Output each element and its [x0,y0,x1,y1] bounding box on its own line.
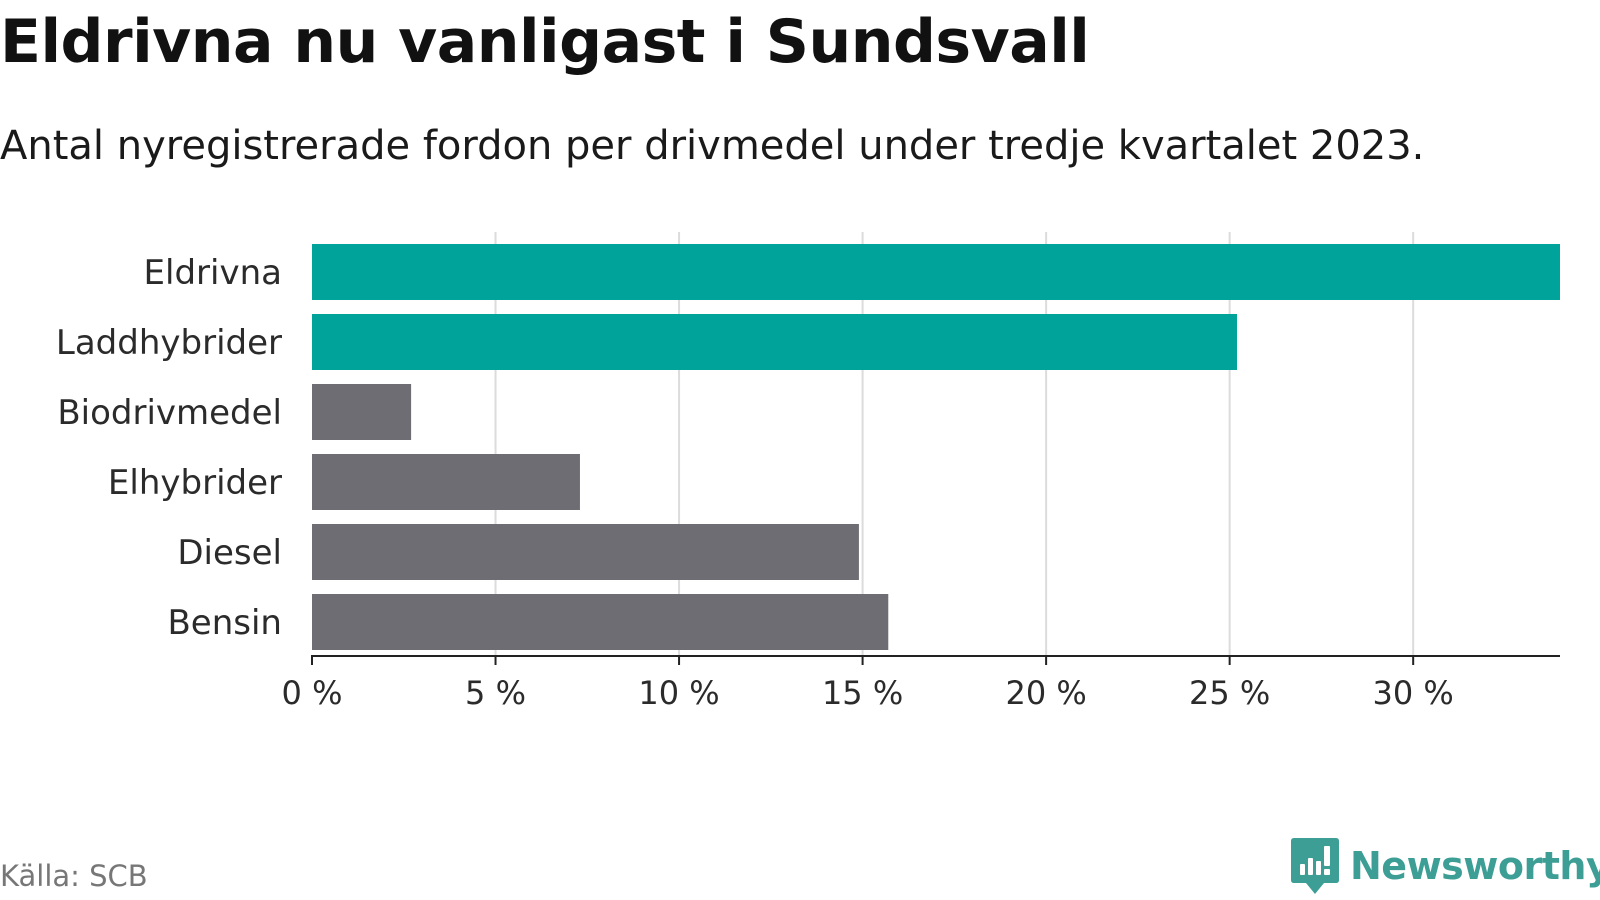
category-label: Diesel [177,533,282,573]
x-axis: 0 % 5 % 10 % 15 % 20 % 25 % 30 % [282,655,1560,712]
category-label: Eldrivna [144,253,282,293]
x-tick-label: 25 % [1189,674,1270,712]
source-note: Källa: SCB [0,859,148,893]
newsworthy-logo: Newsworthy [1290,836,1600,896]
bar-bensin [312,594,889,650]
x-tick-label: 10 % [638,674,719,712]
bars [312,244,1560,650]
x-tick-label: 5 % [465,674,526,712]
bar-laddhybrider [312,314,1237,370]
gridlines [494,232,1415,656]
category-label: Bensin [167,603,282,643]
bar-diesel [312,524,859,580]
bar-biodrivmedel [312,384,412,440]
x-tick-label: 0 % [282,674,343,712]
newsworthy-logo-icon [1291,838,1339,894]
brand-name: Newsworthy [1350,844,1600,888]
category-label: Elhybrider [108,463,282,503]
category-label: Biodrivmedel [57,393,282,433]
x-tick-label: 20 % [1005,674,1086,712]
chart-title: Eldrivna nu vanligast i Sundsvall [0,7,1090,77]
category-labels: Eldrivna Laddhybrider Biodrivmedel Elhybrid… [56,253,282,643]
category-label: Laddhybrider [56,323,282,363]
bar-elhybrider [312,454,580,510]
chart-subtitle: Antal nyregistrerade fordon per drivmede… [0,123,1425,169]
bar-chart: Eldrivna Laddhybrider Biodrivmedel Elhybrid… [56,232,1560,712]
bar-eldrivna [312,244,1560,300]
x-tick-label: 15 % [822,674,903,712]
x-tick-label: 30 % [1373,674,1454,712]
